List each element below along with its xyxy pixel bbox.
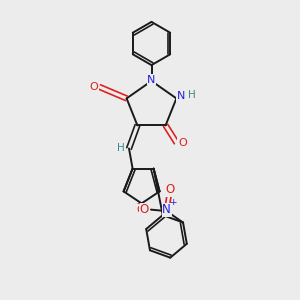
Text: O: O xyxy=(178,137,187,148)
Text: -: - xyxy=(136,198,140,208)
Text: O: O xyxy=(165,183,175,196)
Text: N: N xyxy=(162,203,171,216)
Text: N: N xyxy=(147,75,156,85)
Text: O: O xyxy=(90,82,99,92)
Text: H: H xyxy=(188,90,196,100)
Text: H: H xyxy=(117,143,124,153)
Text: +: + xyxy=(169,198,177,207)
Text: O: O xyxy=(140,203,149,216)
Text: N: N xyxy=(177,91,185,101)
Text: O: O xyxy=(136,205,145,215)
